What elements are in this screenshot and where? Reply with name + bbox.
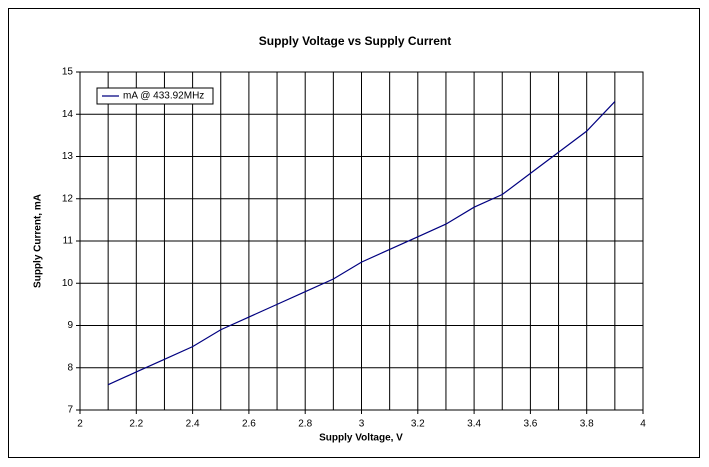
chart-frame [8, 8, 700, 458]
x-tick-label: 3 [359, 419, 365, 430]
x-axis-label: Supply Voltage, V [319, 433, 403, 444]
y-tick-label: 8 [67, 362, 73, 373]
chart-title: Supply Voltage vs Supply Current [259, 34, 451, 48]
legend-box [96, 87, 214, 105]
series-line [107, 101, 616, 386]
y-tick-label: 13 [62, 151, 74, 162]
y-tick-label: 15 [62, 67, 74, 78]
y-tick-label: 7 [67, 405, 73, 416]
y-tick-label: 14 [62, 109, 74, 120]
x-tick-label: 2.4 [186, 419, 200, 430]
x-tick-label: 3.6 [523, 419, 537, 430]
x-tick-label: 3.8 [580, 419, 594, 430]
x-tick-label: 4 [640, 419, 646, 430]
y-tick-label: 10 [62, 278, 74, 289]
y-axis-label: Supply Current, mA [33, 194, 44, 288]
x-tick-label: 3.2 [411, 419, 425, 430]
y-tick-label: 11 [63, 236, 74, 247]
x-tick-label: 2.2 [129, 419, 143, 430]
y-tick-label: 9 [67, 320, 73, 331]
x-tick-label: 3.4 [467, 419, 481, 430]
legend-label: mA @ 433.92MHz [123, 91, 204, 102]
x-tick-label: 2 [77, 419, 83, 430]
x-tick-label: 2.8 [298, 419, 312, 430]
x-tick-label: 2.6 [242, 419, 256, 430]
y-tick-label: 12 [62, 193, 74, 204]
plot-area [79, 71, 644, 411]
